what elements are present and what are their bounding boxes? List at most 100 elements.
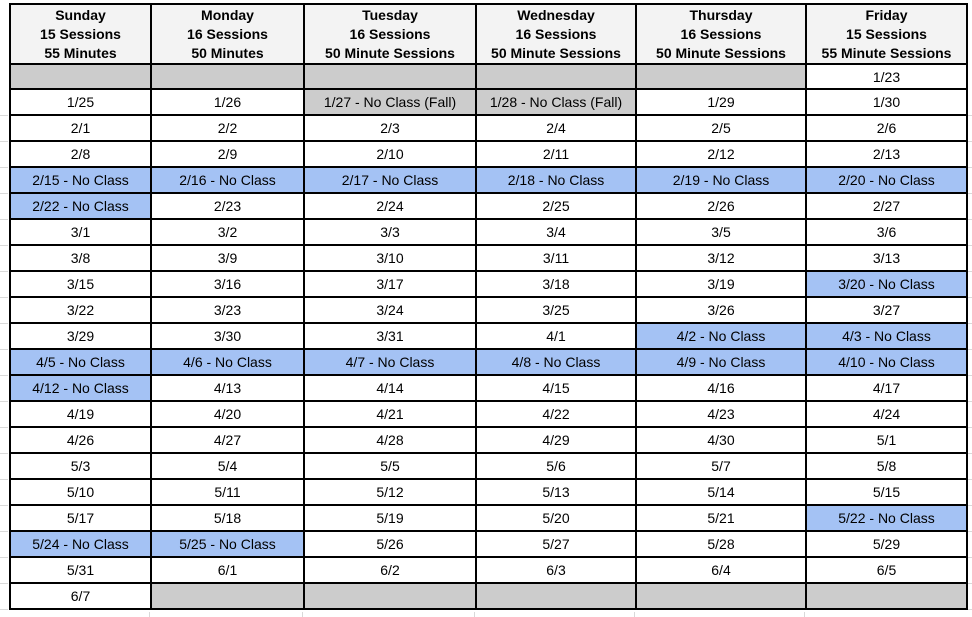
no-class-cell[interactable]: 4/2 - No Class — [635, 322, 807, 350]
blocked-cell[interactable] — [150, 63, 305, 90]
no-class-cell[interactable]: 1/27 - No Class (Fall) — [303, 88, 477, 116]
date-cell[interactable]: 2/27 — [805, 192, 968, 220]
date-cell[interactable]: 4/30 — [635, 426, 807, 454]
date-cell[interactable]: 4/21 — [303, 400, 477, 428]
date-cell[interactable]: 3/26 — [635, 296, 807, 324]
date-cell[interactable]: 3/30 — [150, 322, 305, 350]
no-class-cell[interactable]: 5/25 - No Class — [150, 530, 305, 558]
no-class-cell[interactable]: 2/15 - No Class — [9, 166, 152, 194]
no-class-cell[interactable]: 4/7 - No Class — [303, 348, 477, 376]
no-class-cell[interactable]: 4/8 - No Class — [475, 348, 637, 376]
date-cell[interactable]: 3/3 — [303, 218, 477, 246]
date-cell[interactable]: 5/19 — [303, 504, 477, 532]
date-cell[interactable]: 5/17 — [9, 504, 152, 532]
date-cell[interactable]: 2/1 — [9, 114, 152, 142]
date-cell[interactable]: 3/24 — [303, 296, 477, 324]
date-cell[interactable]: 5/12 — [303, 478, 477, 506]
column-header-monday[interactable]: Monday 16 Sessions 50 Minutes — [150, 3, 305, 65]
no-class-cell[interactable]: 2/18 - No Class — [475, 166, 637, 194]
date-cell[interactable]: 3/23 — [150, 296, 305, 324]
date-cell[interactable]: 5/18 — [150, 504, 305, 532]
blocked-cell[interactable] — [303, 63, 477, 90]
blocked-cell[interactable] — [9, 63, 152, 90]
no-class-cell[interactable]: 5/22 - No Class — [805, 504, 968, 532]
date-cell[interactable]: 2/13 — [805, 140, 968, 168]
date-cell[interactable]: 3/22 — [9, 296, 152, 324]
date-cell[interactable]: 5/20 — [475, 504, 637, 532]
date-cell[interactable]: 1/23 — [805, 63, 968, 90]
no-class-cell[interactable]: 4/5 - No Class — [9, 348, 152, 376]
blocked-cell[interactable] — [805, 582, 968, 610]
date-cell[interactable]: 2/26 — [635, 192, 807, 220]
date-cell[interactable]: 2/23 — [150, 192, 305, 220]
no-class-cell[interactable]: 2/20 - No Class — [805, 166, 968, 194]
date-cell[interactable]: 5/8 — [805, 452, 968, 480]
date-cell[interactable]: 3/11 — [475, 244, 637, 272]
date-cell[interactable]: 5/10 — [9, 478, 152, 506]
column-header-sunday[interactable]: Sunday 15 Sessions 55 Minutes — [9, 3, 152, 65]
date-cell[interactable]: 3/4 — [475, 218, 637, 246]
date-cell[interactable]: 4/22 — [475, 400, 637, 428]
date-cell[interactable]: 6/2 — [303, 556, 477, 584]
date-cell[interactable]: 6/4 — [635, 556, 807, 584]
date-cell[interactable]: 4/14 — [303, 374, 477, 402]
no-class-cell[interactable]: 2/22 - No Class — [9, 192, 152, 220]
date-cell[interactable]: 4/16 — [635, 374, 807, 402]
date-cell[interactable]: 5/11 — [150, 478, 305, 506]
date-cell[interactable]: 4/27 — [150, 426, 305, 454]
date-cell[interactable]: 2/5 — [635, 114, 807, 142]
date-cell[interactable]: 2/25 — [475, 192, 637, 220]
blocked-cell[interactable] — [635, 63, 807, 90]
date-cell[interactable]: 5/28 — [635, 530, 807, 558]
date-cell[interactable]: 3/1 — [9, 218, 152, 246]
date-cell[interactable]: 4/23 — [635, 400, 807, 428]
date-cell[interactable]: 4/19 — [9, 400, 152, 428]
date-cell[interactable]: 3/25 — [475, 296, 637, 324]
date-cell[interactable]: 5/15 — [805, 478, 968, 506]
date-cell[interactable]: 5/27 — [475, 530, 637, 558]
date-cell[interactable]: 4/28 — [303, 426, 477, 454]
no-class-cell[interactable]: 5/24 - No Class — [9, 530, 152, 558]
date-cell[interactable]: 4/15 — [475, 374, 637, 402]
date-cell[interactable]: 2/12 — [635, 140, 807, 168]
column-header-thursday[interactable]: Thursday 16 Sessions 50 Minute Sessions — [635, 3, 807, 65]
date-cell[interactable]: 1/30 — [805, 88, 968, 116]
date-cell[interactable]: 3/17 — [303, 270, 477, 298]
date-cell[interactable]: 4/26 — [9, 426, 152, 454]
date-cell[interactable]: 3/5 — [635, 218, 807, 246]
date-cell[interactable]: 3/19 — [635, 270, 807, 298]
date-cell[interactable]: 5/7 — [635, 452, 807, 480]
date-cell[interactable]: 3/29 — [9, 322, 152, 350]
no-class-cell[interactable]: 1/28 - No Class (Fall) — [475, 88, 637, 116]
no-class-cell[interactable]: 2/16 - No Class — [150, 166, 305, 194]
date-cell[interactable]: 2/11 — [475, 140, 637, 168]
no-class-cell[interactable]: 4/3 - No Class — [805, 322, 968, 350]
date-cell[interactable]: 6/1 — [150, 556, 305, 584]
date-cell[interactable]: 3/31 — [303, 322, 477, 350]
date-cell[interactable]: 4/20 — [150, 400, 305, 428]
date-cell[interactable]: 3/8 — [9, 244, 152, 272]
blocked-cell[interactable] — [475, 63, 637, 90]
date-cell[interactable]: 6/7 — [9, 582, 152, 610]
no-class-cell[interactable]: 4/12 - No Class — [9, 374, 152, 402]
date-cell[interactable]: 4/29 — [475, 426, 637, 454]
no-class-cell[interactable]: 2/19 - No Class — [635, 166, 807, 194]
date-cell[interactable]: 3/16 — [150, 270, 305, 298]
date-cell[interactable]: 3/12 — [635, 244, 807, 272]
blocked-cell[interactable] — [150, 582, 305, 610]
date-cell[interactable]: 5/13 — [475, 478, 637, 506]
column-header-friday[interactable]: Friday 15 Sessions 55 Minute Sessions — [805, 3, 968, 65]
no-class-cell[interactable]: 3/20 - No Class — [805, 270, 968, 298]
date-cell[interactable]: 4/24 — [805, 400, 968, 428]
date-cell[interactable]: 3/10 — [303, 244, 477, 272]
date-cell[interactable]: 5/5 — [303, 452, 477, 480]
date-cell[interactable]: 6/3 — [475, 556, 637, 584]
date-cell[interactable]: 5/21 — [635, 504, 807, 532]
no-class-cell[interactable]: 4/10 - No Class — [805, 348, 968, 376]
date-cell[interactable]: 3/13 — [805, 244, 968, 272]
date-cell[interactable]: 3/6 — [805, 218, 968, 246]
date-cell[interactable]: 5/4 — [150, 452, 305, 480]
no-class-cell[interactable]: 2/17 - No Class — [303, 166, 477, 194]
date-cell[interactable]: 5/31 — [9, 556, 152, 584]
date-cell[interactable]: 3/15 — [9, 270, 152, 298]
